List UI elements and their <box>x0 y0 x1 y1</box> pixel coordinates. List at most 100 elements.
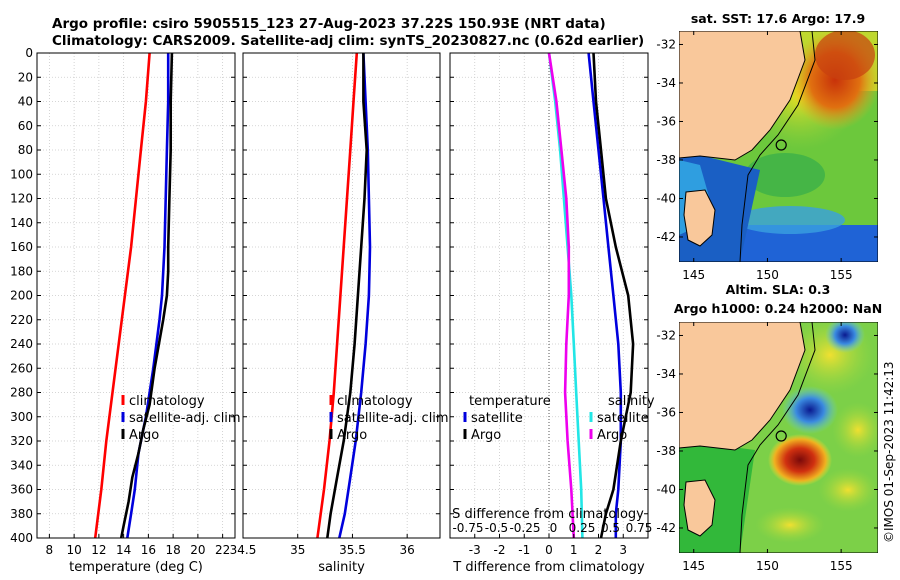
legend-item: Argo <box>337 428 367 443</box>
sst-map <box>679 31 878 262</box>
secondary-tick-label: 0.75 <box>626 521 653 535</box>
x-tick-label: 3 <box>619 543 627 557</box>
x-tick-label: 18 <box>165 543 180 557</box>
y-tick-label: 380 <box>10 507 33 521</box>
difference-profile-panel: -3 -2 -1 0 1 2 3T difference from climatologyt… <box>449 52 655 575</box>
x-tick-label: 20 <box>190 543 205 557</box>
map-y-tick-label: -34 <box>656 367 676 381</box>
sst-map-title: sat. SST: 17.6 Argo: 17.9 <box>691 11 865 26</box>
map-y-tick-label: -38 <box>656 153 676 167</box>
series-line-climatology <box>93 52 151 539</box>
y-tick-label: 220 <box>10 313 33 327</box>
legend-title: salinity <box>608 394 655 409</box>
secondary-axis-label: S difference from climatology <box>452 507 644 522</box>
y-tick-label: 160 <box>10 240 33 254</box>
x-tick-label: 12 <box>91 543 106 557</box>
x-tick-label: 8 <box>46 543 54 557</box>
legend-item: satellite-adj. clim <box>337 411 449 426</box>
map-x-tick-label: 155 <box>830 559 853 573</box>
map-y-tick-label: -36 <box>656 114 676 128</box>
y-tick-label: 360 <box>10 483 33 497</box>
secondary-tick-label: -0.25 <box>509 521 540 535</box>
map-axes: -32 -34 -36 -38 -40 -42 145 150 155 -32 -34 -36 -38 -… <box>656 31 878 573</box>
x-axis-label: T difference from climatology <box>452 560 645 575</box>
figure-title-line1: Argo profile: csiro 5905515_123 27-Aug-2… <box>52 16 606 32</box>
series-line-t-argo <box>592 52 635 539</box>
series-line-s-satellite <box>547 52 584 539</box>
y-tick-label: 300 <box>10 410 33 424</box>
figure-title-line2: Climatology: CARS2009. Satellite-adj cli… <box>52 33 645 49</box>
x-axis-label: temperature (deg C) <box>69 560 203 575</box>
x-tick-label: 35.5 <box>339 543 366 557</box>
legend-item: climatology <box>337 394 413 409</box>
secondary-tick-label: 0.5 <box>601 521 620 535</box>
sla-map-title-line1: Altim. SLA: 0.3 <box>726 282 831 297</box>
map-x-tick-label: 150 <box>756 559 779 573</box>
legend-item: satellite <box>471 411 523 426</box>
y-tick-label: 40 <box>18 95 33 109</box>
y-tick-label: 260 <box>10 361 33 375</box>
temperature-profile-panel: 0 20 40 60 80 100 120 140 160 180 200 220 240 260 280 3… <box>10 46 241 575</box>
legend-item: Argo <box>129 428 159 443</box>
x-tick-label: 2 <box>595 543 603 557</box>
x-tick-label: 34.5 <box>230 543 257 557</box>
x-tick-label: -3 <box>469 543 481 557</box>
legend-item: Argo <box>471 428 501 443</box>
secondary-tick-label: -0.75 <box>452 521 483 535</box>
argo-location-marker <box>775 139 787 151</box>
series-line-climatology <box>316 52 359 539</box>
y-tick-label: 200 <box>10 289 33 303</box>
legend-title: temperature <box>469 394 551 409</box>
map-y-tick-label: -34 <box>656 76 676 90</box>
map-y-tick-label: -40 <box>656 482 676 496</box>
y-tick-label: 20 <box>18 70 33 84</box>
y-tick-label: 0 <box>25 46 33 60</box>
map-y-tick-label: -40 <box>656 191 676 205</box>
map-y-tick-label: -42 <box>656 521 676 535</box>
x-tick-label: -2 <box>494 543 506 557</box>
series-line-argo <box>119 52 174 539</box>
x-tick-label: -1 <box>518 543 530 557</box>
y-tick-label: 180 <box>10 264 33 278</box>
map-x-tick-label: 150 <box>756 268 779 282</box>
x-tick-label: 35 <box>290 543 305 557</box>
map-x-tick-label: 145 <box>682 268 705 282</box>
legend-item: Argo <box>597 428 627 443</box>
y-tick-label: 140 <box>10 216 33 230</box>
sla-map-title-line2: Argo h1000: 0.24 h2000: NaN <box>674 301 882 316</box>
x-tick-label: 1 <box>570 543 578 557</box>
y-tick-label: 240 <box>10 337 33 351</box>
map-y-tick-label: -36 <box>656 405 676 419</box>
y-tick-label: 340 <box>10 458 33 472</box>
y-tick-label: 320 <box>10 434 33 448</box>
legend-item: climatology <box>129 394 205 409</box>
y-tick-label: 100 <box>10 167 33 181</box>
y-tick-label: 400 <box>10 531 33 545</box>
map-y-tick-label: -42 <box>656 230 676 244</box>
x-tick-label: 22 <box>215 543 230 557</box>
series-line-t-satellite <box>587 52 623 538</box>
secondary-axis-ticks: -0.75 -0.5 -0.25 0 0.25 0.5 0.75 <box>452 521 652 535</box>
y-tick-label: 60 <box>18 119 33 133</box>
secondary-tick-label: 0 <box>550 521 558 535</box>
x-tick-label: 0 <box>545 543 553 557</box>
series-line-argo <box>326 53 369 539</box>
map-x-tick-label: 155 <box>830 268 853 282</box>
sla-map <box>679 322 878 553</box>
series-line-satellite-adj-clim <box>126 53 170 539</box>
x-tick-label: 14 <box>116 543 131 557</box>
y-tick-label: 80 <box>18 143 33 157</box>
legend-item: satellite <box>597 411 649 426</box>
x-tick-label: 16 <box>141 543 156 557</box>
x-axis-label: salinity <box>318 560 365 575</box>
legend-item: satellite-adj. clim <box>129 411 241 426</box>
x-tick-label: 36 <box>400 543 415 557</box>
imos-watermark: ©IMOS 01-Sep-2023 11:42:13 <box>882 361 896 543</box>
argo-location-marker <box>775 430 787 442</box>
y-tick-label: 280 <box>10 386 33 400</box>
map-x-tick-label: 145 <box>682 559 705 573</box>
map-y-tick-label: -38 <box>656 444 676 458</box>
y-tick-label: 120 <box>10 192 33 206</box>
salinity-profile-panel: 34.5 35 35.5 36 salinity climatology satellite… <box>230 52 449 575</box>
